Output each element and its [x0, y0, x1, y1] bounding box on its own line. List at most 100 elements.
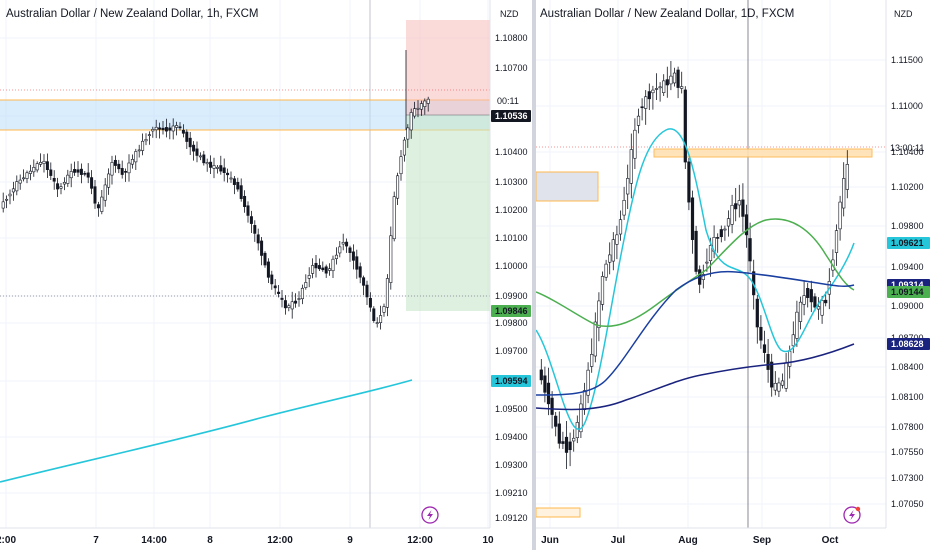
candle-body	[355, 256, 359, 270]
candle-body	[86, 172, 90, 178]
candle-body	[788, 350, 792, 367]
candle-body	[307, 275, 311, 279]
candle-body	[694, 230, 698, 272]
price-tag-label: 1.09594	[495, 376, 528, 386]
price-tag-box	[491, 110, 531, 122]
price-axis[interactable]	[490, 0, 534, 528]
candle-body	[83, 173, 87, 175]
candle-body	[100, 196, 104, 212]
price-tick-label: 1.09800	[495, 318, 528, 328]
candle-body	[597, 300, 601, 328]
candle-body	[665, 79, 669, 86]
candle-body	[229, 177, 233, 180]
candle-body	[15, 181, 19, 192]
price-axis[interactable]	[886, 0, 932, 528]
candle-body	[626, 178, 630, 195]
candle-body	[636, 115, 641, 126]
candle-body	[314, 262, 318, 269]
indicators	[0, 379, 413, 483]
candle-body	[816, 306, 821, 310]
candles	[539, 60, 849, 470]
candle-body	[141, 140, 145, 151]
resistance-zone	[653, 148, 873, 158]
candle-body	[672, 72, 677, 84]
candle-body	[246, 205, 250, 216]
price-tag-box	[887, 237, 930, 249]
candle-body	[49, 169, 53, 176]
candle-body	[716, 237, 720, 239]
time-tick-label: Oct	[822, 535, 839, 546]
candle-body	[842, 178, 846, 209]
candle-body	[277, 291, 281, 294]
candle-body	[311, 265, 315, 274]
candle-body	[564, 436, 569, 453]
candle-body	[283, 300, 287, 309]
currency-label[interactable]: NZD	[894, 9, 913, 19]
candle-body	[209, 161, 213, 168]
chart-pane-1d[interactable]: 1.11500 1.11000 1.10400 1.10200 1.09800 1.094…	[536, 0, 932, 550]
price-tick-label: 1.10200	[891, 182, 924, 192]
candle-body	[253, 225, 257, 234]
candle-body	[110, 162, 114, 176]
price-tick-label: 1.07300	[891, 473, 924, 483]
candle-body	[62, 182, 66, 185]
price-tick-label: 1.09400	[891, 262, 924, 272]
candle-body	[317, 265, 321, 270]
price-tick-label: 1.10700	[495, 63, 528, 73]
price-tick-label: 1.09900	[495, 291, 528, 301]
candle-body	[256, 234, 260, 244]
candle-body	[287, 305, 291, 308]
candle-body	[96, 204, 100, 209]
candle-body	[42, 160, 46, 164]
candle-body	[820, 300, 824, 316]
candle-body	[572, 437, 576, 442]
candle-body	[178, 126, 182, 129]
candle-body	[205, 162, 209, 165]
candle-body	[117, 163, 121, 170]
candle-body	[633, 129, 637, 159]
candle-body	[644, 96, 648, 109]
candle-body	[59, 186, 63, 189]
candle-body	[409, 112, 413, 131]
candle-body	[658, 86, 662, 89]
candle-body	[8, 193, 12, 197]
candle-body	[579, 403, 583, 433]
currency-label[interactable]: NZD	[500, 9, 519, 19]
chart-pane-1h[interactable]: 1.10800 1.10700 1.10536 1.10400 1.10300 1.102…	[0, 0, 534, 550]
lightning-icon[interactable]	[843, 506, 861, 524]
candle-body	[546, 382, 551, 405]
ema-slowest-line	[536, 343, 855, 411]
candle-body	[328, 268, 332, 271]
candle-body	[795, 311, 799, 339]
price-axis-ticks: 1.11500 1.11000 1.10400 1.10200 1.09800 1.094…	[891, 55, 924, 509]
candle-body	[56, 183, 60, 190]
grid	[536, 0, 886, 528]
pane-divider[interactable]	[532, 0, 536, 550]
candle-body	[654, 88, 659, 90]
candle-body	[79, 168, 83, 175]
candle-body	[270, 274, 274, 285]
candle-body	[321, 267, 325, 271]
moving-average-line	[0, 379, 413, 483]
candle-body	[568, 441, 572, 451]
candle-body	[669, 75, 673, 85]
time-tick-label: 14:00	[141, 535, 167, 546]
candle-body	[300, 287, 304, 300]
candle-body	[777, 382, 781, 392]
time-tick-label: 8	[207, 535, 213, 546]
chart-1d-canvas[interactable]: 1.11500 1.11000 1.10400 1.10200 1.09800 1.094…	[536, 0, 932, 550]
candle-body	[561, 441, 565, 444]
candle-body	[773, 382, 777, 391]
candle-body	[368, 297, 372, 308]
candle-body	[557, 423, 561, 444]
candle-body	[134, 151, 138, 163]
candle-body	[719, 229, 723, 238]
bar-countdown: 00:11	[497, 96, 519, 106]
chart-1h-canvas[interactable]: 1.10800 1.10700 1.10536 1.10400 1.10300 1.102…	[0, 0, 534, 550]
lightning-icon[interactable]	[421, 506, 439, 524]
candle-body	[676, 69, 680, 88]
candle-body	[341, 241, 345, 245]
time-tick-label: 12:00	[267, 535, 293, 546]
candle-body	[175, 125, 179, 128]
